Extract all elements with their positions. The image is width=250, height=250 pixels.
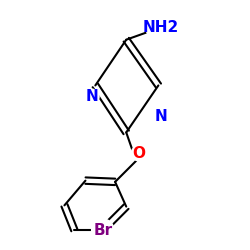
Text: Br: Br — [93, 222, 112, 238]
Circle shape — [84, 89, 99, 104]
Circle shape — [146, 12, 176, 42]
Text: N: N — [154, 109, 167, 124]
Text: O: O — [132, 146, 145, 161]
Circle shape — [92, 219, 114, 241]
Text: NH2: NH2 — [143, 20, 179, 35]
Text: N: N — [85, 89, 98, 104]
Circle shape — [131, 146, 146, 161]
Circle shape — [154, 109, 168, 124]
